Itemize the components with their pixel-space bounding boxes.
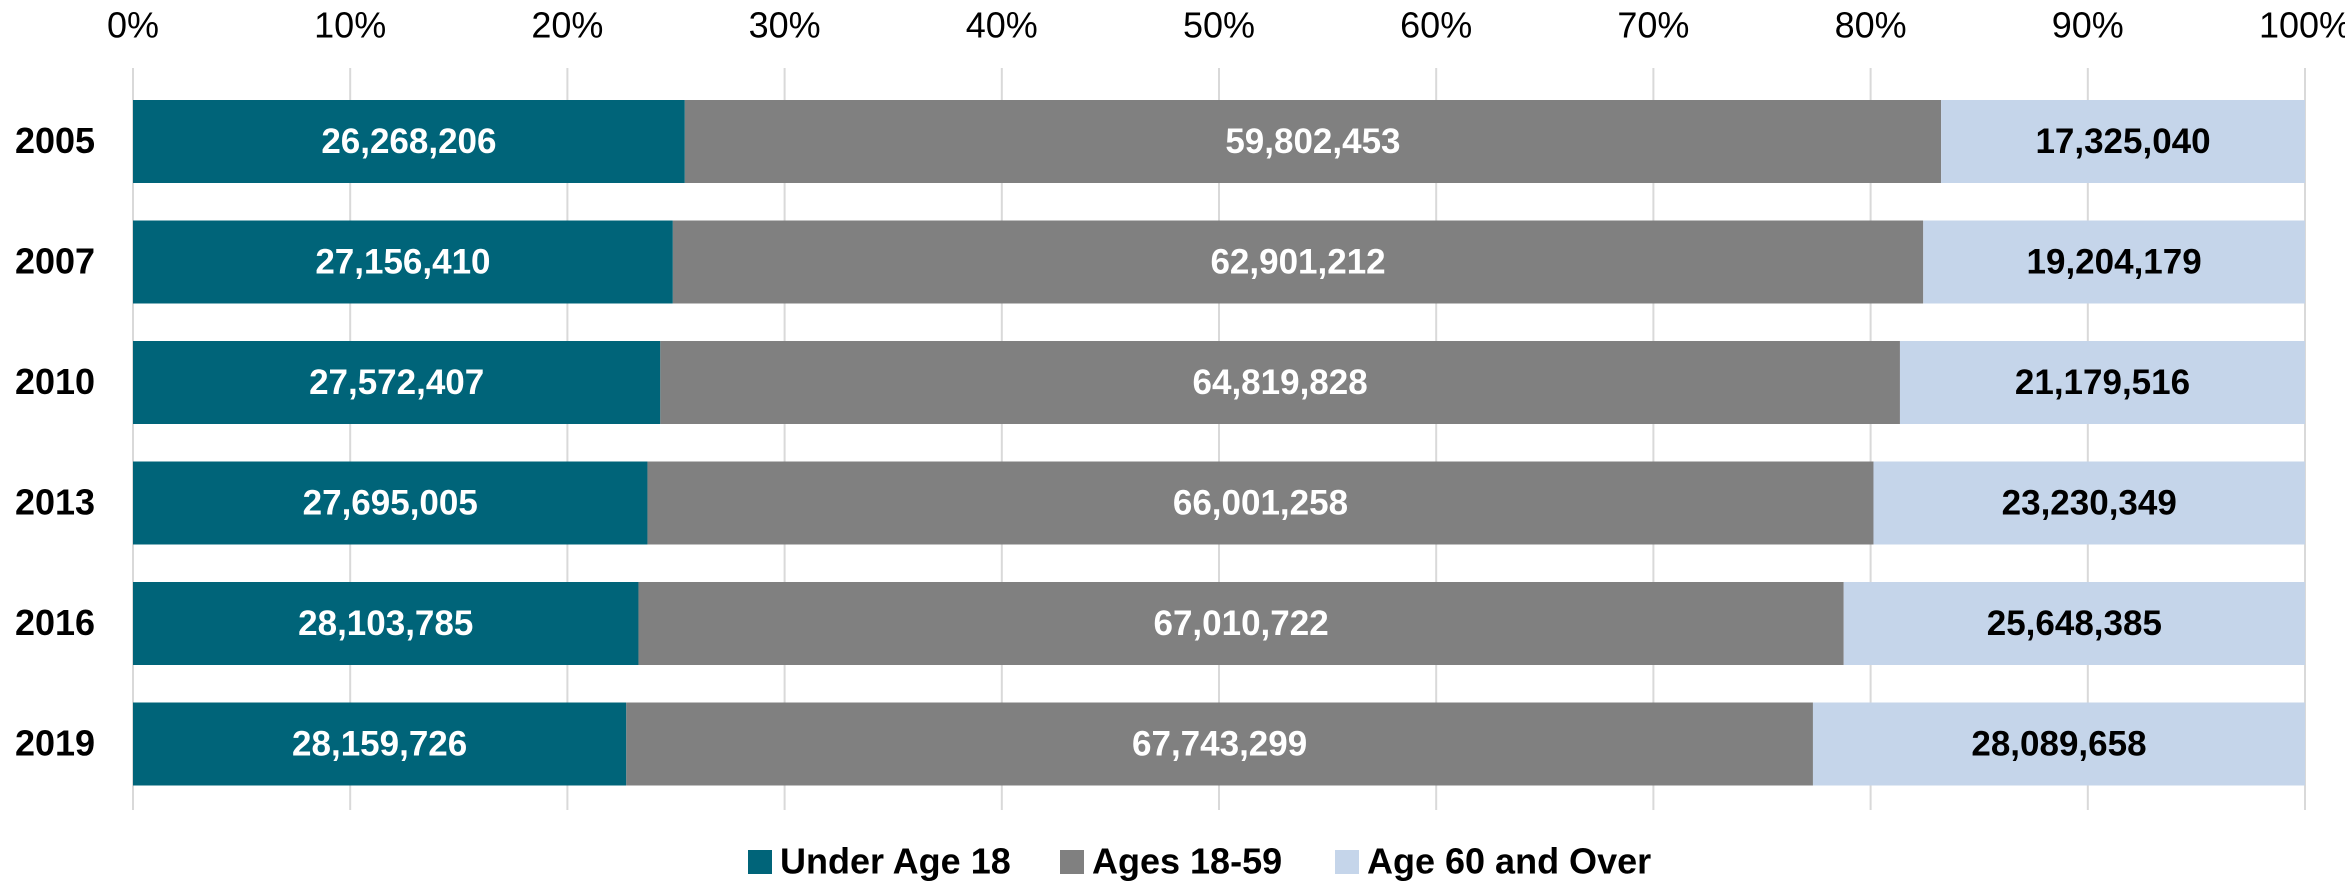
- legend-label: Age 60 and Over: [1367, 841, 1651, 882]
- legend-swatch: [748, 850, 772, 874]
- bar-segment: [133, 582, 639, 665]
- y-tick-label: 2019: [15, 723, 95, 764]
- value-label: 23,230,349: [2002, 483, 2177, 522]
- x-tick-label: 80%: [1835, 5, 1907, 46]
- value-label: 21,179,516: [2015, 363, 2190, 402]
- bar-segment: [1941, 100, 2305, 183]
- legend-swatch: [1060, 850, 1084, 874]
- value-label: 67,010,722: [1153, 604, 1328, 643]
- bar-segment: [133, 461, 648, 545]
- y-tick-label: 2007: [15, 241, 95, 282]
- bar-segment: [638, 582, 1844, 665]
- bar-segment: [672, 220, 1924, 304]
- bar-segment: [1812, 702, 2305, 786]
- value-label: 25,648,385: [1987, 604, 2162, 643]
- bar-segment: [133, 220, 673, 304]
- legend-label: Under Age 18: [780, 841, 1011, 882]
- x-tick-label: 0%: [107, 5, 159, 46]
- value-label: 26,268,206: [321, 122, 496, 161]
- x-tick-label: 20%: [531, 5, 603, 46]
- value-label: 59,802,453: [1225, 122, 1400, 161]
- bar-segment: [647, 461, 1874, 545]
- value-label: 64,819,828: [1193, 363, 1368, 402]
- value-label: 67,743,299: [1132, 724, 1307, 763]
- x-tick-label: 10%: [314, 5, 386, 46]
- bar-segment: [133, 341, 661, 424]
- value-label: 66,001,258: [1173, 483, 1348, 522]
- y-tick-label: 2013: [15, 482, 95, 523]
- bar-segment: [1873, 461, 2305, 545]
- value-label: 27,156,410: [315, 242, 490, 281]
- bar-segment: [626, 702, 1813, 786]
- y-tick-label: 2010: [15, 361, 95, 402]
- bar-segment: [133, 100, 685, 183]
- bar-segment: [1923, 220, 2305, 304]
- y-tick-label: 2005: [15, 120, 95, 161]
- x-tick-label: 40%: [966, 5, 1038, 46]
- bar-segment: [684, 100, 1942, 183]
- value-label: 19,204,179: [2027, 242, 2202, 281]
- bar-segment: [133, 702, 627, 786]
- value-label: 28,089,658: [1971, 724, 2146, 763]
- value-label: 28,159,726: [292, 724, 467, 763]
- x-tick-label: 30%: [749, 5, 821, 46]
- value-label: 27,572,407: [309, 363, 484, 402]
- value-label: 27,695,005: [303, 483, 478, 522]
- x-tick-label: 90%: [2052, 5, 2124, 46]
- legend-swatch: [1335, 850, 1359, 874]
- x-tick-label: 50%: [1183, 5, 1255, 46]
- y-tick-label: 2016: [15, 602, 95, 643]
- bar-segment: [660, 341, 1900, 424]
- value-label: 62,901,212: [1210, 242, 1385, 281]
- value-label: 28,103,785: [298, 604, 473, 643]
- legend-label: Ages 18-59: [1092, 841, 1282, 882]
- bar-segment: [1843, 582, 2305, 665]
- x-tick-label: 60%: [1400, 5, 1472, 46]
- x-tick-label: 70%: [1617, 5, 1689, 46]
- bar-segment: [1899, 341, 2305, 424]
- x-tick-label: 100%: [2259, 5, 2345, 46]
- value-label: 17,325,040: [2035, 122, 2210, 161]
